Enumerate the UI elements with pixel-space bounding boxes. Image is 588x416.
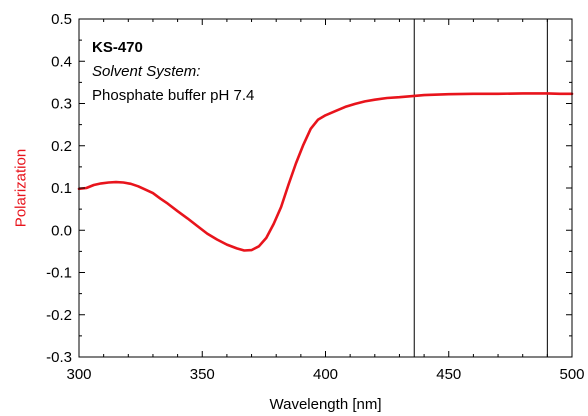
compound-annotation: KS-470 <box>92 39 143 56</box>
x-tick-label: 400 <box>313 366 338 383</box>
y-tick-label: -0.3 <box>46 349 72 366</box>
y-tick-label: -0.1 <box>46 265 72 282</box>
x-tick-label: 300 <box>66 366 91 383</box>
y-axis-title: Polarization <box>12 149 29 227</box>
y-tick-label: 0.2 <box>51 138 72 155</box>
y-tick-label: 0.5 <box>51 11 72 28</box>
y-axis: -0.3 -0.2 -0.1 0.0 0.1 0.2 0.3 0.4 0.5 <box>46 11 572 366</box>
series-line-0 <box>77 92 574 252</box>
solvent-label-annotation: Solvent System: <box>92 63 200 80</box>
x-axis: 300 350 400 450 500 <box>66 19 585 383</box>
y-tick-label: 0.1 <box>51 180 72 197</box>
y-tick-label: 0.0 <box>51 222 72 239</box>
x-tick-label: 450 <box>436 366 461 383</box>
x-axis-title: Wavelength [nm] <box>270 396 382 413</box>
series-group <box>77 92 574 252</box>
solvent-value-annotation: Phosphate buffer pH 7.4 <box>92 87 254 104</box>
y-tick-label: -0.2 <box>46 307 72 324</box>
y-tick-label: 0.3 <box>51 96 72 113</box>
x-tick-label: 500 <box>559 366 584 383</box>
reference-lines <box>413 19 548 357</box>
x-tick-label: 350 <box>190 366 215 383</box>
y-tick-label: 0.4 <box>51 53 72 70</box>
